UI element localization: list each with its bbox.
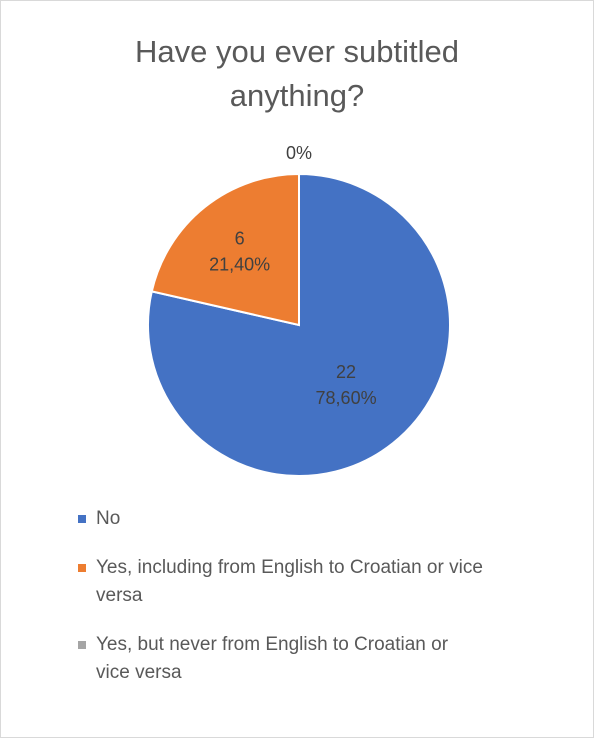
legend-label-yes-never-line-2: vice versa: [96, 662, 182, 683]
legend-label-yes-never-line-1: Yes, but never from English to Croatian …: [96, 634, 449, 655]
legend-item-no: No: [78, 505, 558, 533]
pie-chart: 22 78,60% 6 21,40% 0%: [147, 143, 451, 477]
data-label-percent-yes-including-from-english-to-croatian-or-vice-versa: 21,40%: [209, 255, 270, 275]
legend-item-yes-including: Yes, including from English to Croatian …: [78, 554, 558, 610]
pie-labels: 22 78,60% 6 21,40% 0%: [209, 143, 376, 408]
chart-title-line-1: Have you ever subtitled: [135, 34, 459, 69]
legend-label-yes-including-line-2: versa: [96, 585, 143, 606]
legend-marker-yes-never: [78, 641, 86, 649]
legend-label-no: No: [96, 508, 121, 529]
legend-label-yes-including-line-1: Yes, including from English to Croatian …: [96, 557, 483, 578]
pie-slices: [147, 172, 451, 477]
data-label-percent-yes-but-never-from-english-to-croatian-or-vice-versa: 0%: [286, 143, 312, 163]
legend-marker-no: [78, 515, 86, 523]
data-label-value-no: 22: [336, 362, 356, 382]
chart-title-line-2: anything?: [229, 78, 365, 113]
data-label-percent-no: 78,60%: [316, 388, 377, 408]
legend-item-yes-never: Yes, but never from English to Croatian …: [78, 631, 558, 687]
legend-marker-yes-including: [78, 564, 86, 572]
chart-title: Have you ever subtitled anything?: [0, 30, 594, 118]
data-label-value-yes-including-from-english-to-croatian-or-vice-versa: 6: [235, 229, 245, 249]
chart-legend: No Yes, including from English to Croati…: [78, 505, 558, 708]
pie-slice-yes-including-from-english-to-croatian-or-vice-versa: [150, 172, 300, 327]
